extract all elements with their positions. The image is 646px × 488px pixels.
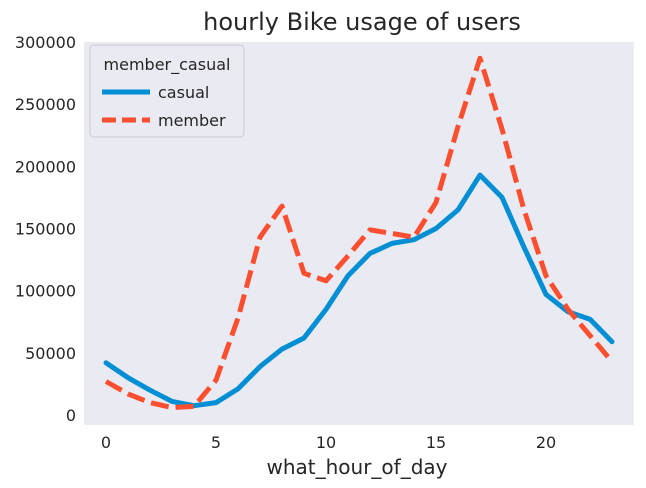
x-tick-label: 20 <box>536 433 556 452</box>
y-axis-ticks: 0 50000 100000 150000 200000 250000 300000 <box>15 33 76 425</box>
x-tick-label: 0 <box>101 433 111 452</box>
series-line-member <box>104 55 614 411</box>
y-tick-label: 100000 <box>15 282 76 301</box>
x-tick-label: 5 <box>211 433 221 452</box>
y-tick-label: 150000 <box>15 220 76 239</box>
legend-box <box>89 44 245 138</box>
legend-title: member_casual <box>104 55 231 75</box>
x-axis-ticks: 0 5 10 15 20 <box>101 433 556 452</box>
y-tick-label: 300000 <box>15 33 76 52</box>
y-tick-label: 0 <box>66 406 76 425</box>
y-tick-label: 250000 <box>15 95 76 114</box>
series-lines <box>103 55 615 411</box>
x-axis-label: what_hour_of_day <box>266 455 447 479</box>
legend-label-casual: casual <box>158 83 209 102</box>
chart-title: hourly Bike usage of users <box>203 8 521 36</box>
legend: member_casual casual member <box>89 44 245 138</box>
legend-label-member: member <box>158 111 226 130</box>
legend-entries: casual member <box>102 83 226 130</box>
y-tick-label: 200000 <box>15 157 76 176</box>
y-tick-label: 50000 <box>25 344 76 363</box>
x-tick-label: 10 <box>316 433 336 452</box>
x-tick-label: 15 <box>426 433 446 452</box>
